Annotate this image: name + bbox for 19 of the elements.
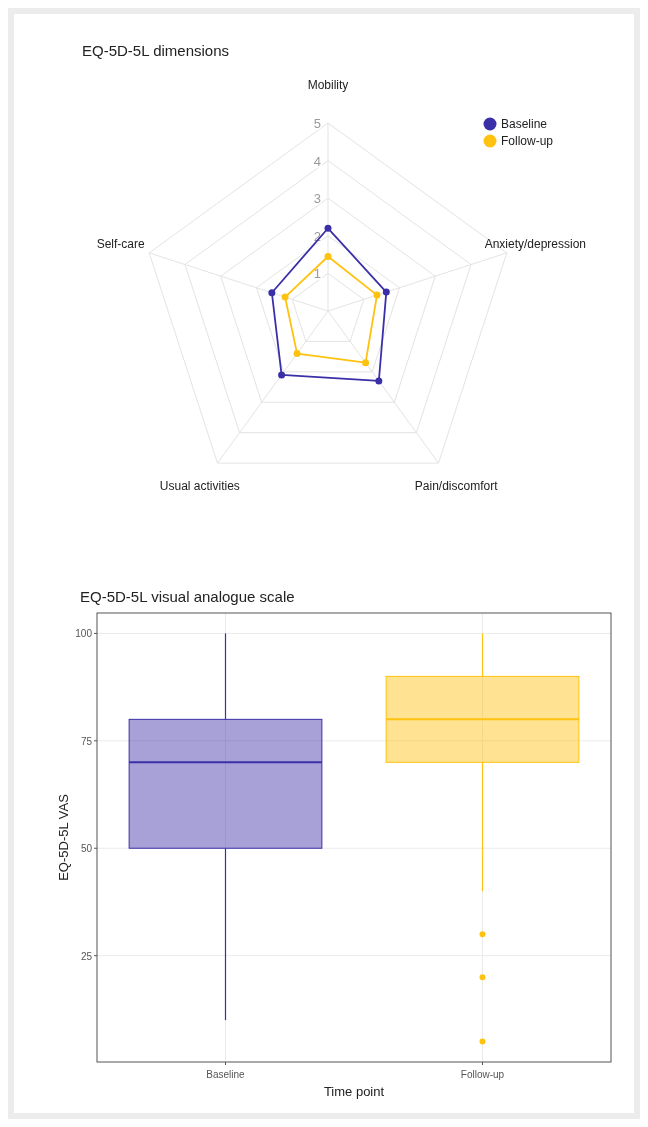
y-tick-label: 50 xyxy=(80,843,93,855)
y-tick-label: 3 xyxy=(313,191,321,207)
y-tick-label: 1 xyxy=(313,266,321,282)
spoke-label: Mobility xyxy=(307,78,349,92)
y-axis-title: EQ-5D-5L VAS xyxy=(56,793,71,881)
y-tick-label: 100 xyxy=(75,628,93,640)
y-tick-label: 5 xyxy=(313,116,321,131)
y-tick-label: 4 xyxy=(313,153,321,169)
chart-title: EQ-5D-5L visual analogue scale xyxy=(80,588,295,605)
legend-label: Follow-up xyxy=(501,134,554,148)
spoke-label: Self-care xyxy=(96,237,145,252)
spoke-label: Pain/discomfort xyxy=(414,478,499,493)
spoke-label: Anxiety/depression xyxy=(484,237,587,252)
x-axis-title: Time point xyxy=(323,1084,385,1099)
y-tick-label: 75 xyxy=(80,735,93,747)
legend-label: Baseline xyxy=(501,117,548,131)
chart-title: EQ-5D-5L dimensions xyxy=(82,42,230,59)
y-tick-label: 25 xyxy=(80,950,93,962)
spoke-label: Usual activities xyxy=(159,478,240,493)
